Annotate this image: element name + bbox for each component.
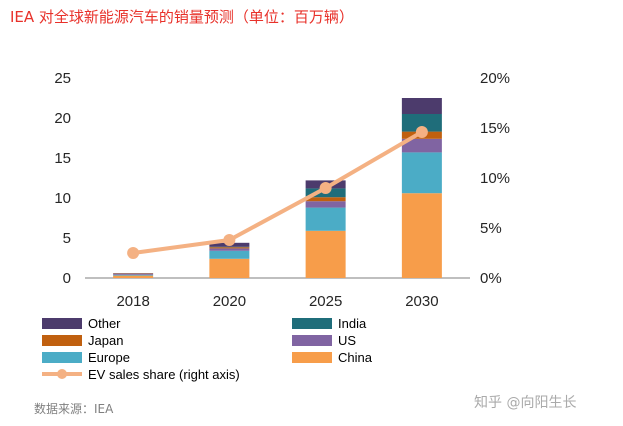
- bar-segment-us: [209, 248, 250, 251]
- bar-segment-us: [305, 201, 346, 208]
- y-tick-label: 10: [54, 190, 71, 207]
- legend-marker-ev-share: [57, 369, 67, 379]
- bar-segment-europe: [209, 250, 250, 259]
- legend-label-other: Other: [88, 316, 121, 331]
- y2-tick-label: 5%: [480, 220, 502, 237]
- legend-swatch-china: [292, 352, 332, 363]
- ev-share-point: [415, 126, 428, 138]
- bar-segment-us: [401, 138, 442, 153]
- y2-tick-label: 10%: [480, 170, 510, 187]
- ev-share-point: [319, 182, 332, 194]
- x-tick-label: 2018: [116, 293, 149, 310]
- legend-label-us: US: [338, 333, 356, 348]
- legend-swatch-india: [292, 318, 332, 329]
- ev-share-line: [132, 130, 423, 255]
- bar-segment-europe: [113, 274, 154, 276]
- x-tick-label: 2020: [213, 293, 246, 310]
- y-tick-label: 25: [54, 70, 71, 87]
- bar-segment-other: [401, 98, 442, 114]
- chart-title: IEA 对全球新能源汽车的销量预测（单位：百万辆）: [10, 8, 354, 26]
- bar-segment-japan: [209, 247, 250, 249]
- legend-label-japan: Japan: [88, 333, 123, 348]
- bar-segment-china: [401, 193, 442, 278]
- y2-tick-label: 15%: [480, 120, 510, 137]
- y-tick-label: 15: [54, 150, 71, 167]
- bar-segment-china: [113, 275, 154, 278]
- legend-label-india: India: [338, 316, 367, 331]
- y-tick-label: 5: [63, 230, 71, 247]
- legend-swatch-japan: [42, 335, 82, 346]
- bar-segment-us: [113, 274, 154, 275]
- bar-segment-japan: [305, 197, 346, 202]
- y2-tick-label: 0%: [480, 270, 502, 287]
- bar-segment-europe: [401, 152, 442, 194]
- bar-segment-china: [305, 230, 346, 278]
- watermark: 知乎 @向阳生长: [474, 395, 577, 411]
- legend-swatch-us: [292, 335, 332, 346]
- legend-label-europe: Europe: [88, 350, 130, 365]
- bar-segment-india: [401, 114, 442, 132]
- x-tick-label: 2030: [405, 293, 438, 310]
- ev-share-point: [127, 247, 140, 259]
- legend-label-ev-share: EV sales share (right axis): [88, 367, 240, 382]
- y-tick-label: 20: [54, 110, 71, 127]
- x-tick-label: 2025: [309, 293, 342, 310]
- y2-tick-label: 20%: [480, 70, 510, 87]
- bar-segment-europe: [305, 207, 346, 231]
- ev-share-point: [223, 234, 236, 246]
- y-tick-label: 0: [63, 270, 71, 287]
- legend-label-china: China: [338, 350, 373, 365]
- source-note: 数据来源：IEA: [34, 402, 114, 416]
- legend-swatch-other: [42, 318, 82, 329]
- legend-swatch-europe: [42, 352, 82, 363]
- bar-segment-china: [209, 258, 250, 278]
